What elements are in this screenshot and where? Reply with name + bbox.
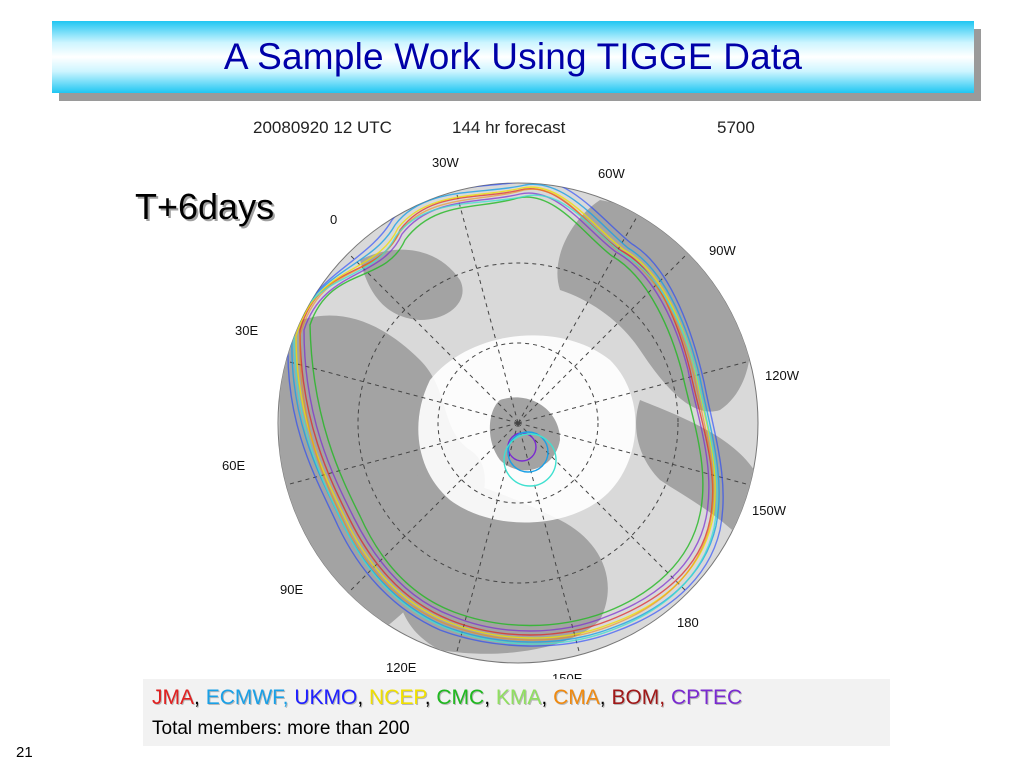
lon-label-90e: 90E xyxy=(280,582,303,597)
lon-label-120e: 120E xyxy=(386,660,417,675)
page-number: 21 xyxy=(16,744,33,761)
center-separator: , xyxy=(599,686,606,709)
lon-label-60w: 60W xyxy=(598,166,625,181)
center-ecmwf: ECMWF, xyxy=(205,686,289,709)
center-separator: , xyxy=(484,686,491,709)
lon-label-0: 0 xyxy=(330,212,337,227)
title-bar: A Sample Work Using TIGGE Data xyxy=(52,21,974,93)
lon-label-150w: 150W xyxy=(752,503,787,518)
center-separator: , xyxy=(357,686,364,709)
map-contour-value: 5700 xyxy=(717,118,755,137)
lon-label-120w: 120W xyxy=(765,368,800,383)
center-cmc: CMC xyxy=(436,686,485,709)
lon-label-30e: 30E xyxy=(235,323,258,338)
members-text: Total members: more than 200 xyxy=(152,718,410,739)
center-separator: , xyxy=(424,686,431,709)
lon-label-180: 180 xyxy=(677,615,699,630)
legend-box xyxy=(143,679,890,746)
center-ncep: NCEP xyxy=(369,686,425,709)
center-separator: , xyxy=(194,686,200,709)
slide-title: A Sample Work Using TIGGE Data xyxy=(223,36,803,77)
lon-label-60e: 60E xyxy=(222,458,245,473)
center-kma: KMA xyxy=(495,686,542,709)
map-header: 20080920 12 UTC 144 hr forecast 5700 xyxy=(0,118,1024,142)
center-cptec: CPTEC xyxy=(670,686,743,709)
center-jma: JMA xyxy=(152,686,194,709)
center-separator: , xyxy=(541,686,548,709)
map-forecast: 144 hr forecast xyxy=(452,118,566,137)
lead-time-label: T+6days xyxy=(135,186,275,227)
map-date: 20080920 12 UTC xyxy=(253,118,392,137)
center-list: JMA, ECMWF, UKMO, NCEP, CMC, KMA, CMA, B… xyxy=(152,686,742,710)
center-cma: CMA xyxy=(553,686,600,709)
center-ukmo: UKMO xyxy=(294,686,358,709)
map-gridlines xyxy=(285,190,751,656)
lon-label-30w: 30W xyxy=(432,155,459,170)
center-bom: BOM, xyxy=(611,686,666,709)
lon-label-90w: 90W xyxy=(709,243,736,258)
